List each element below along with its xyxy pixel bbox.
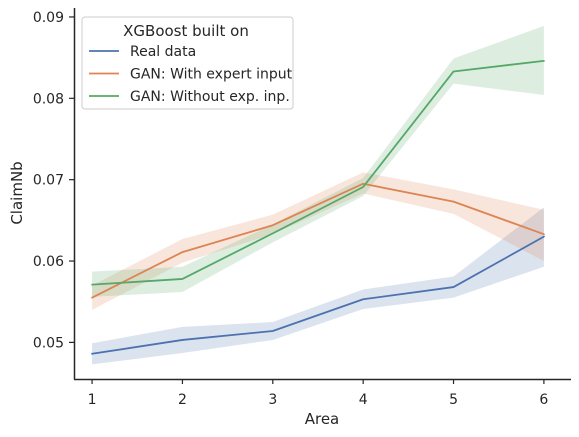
y-tick-label: 0.09 (33, 10, 64, 26)
legend-label: Real data (130, 44, 196, 60)
legend-label: GAN: With expert input (130, 67, 293, 83)
x-tick-label: 5 (449, 392, 458, 408)
series-line-1 (91, 235, 545, 355)
ci-band-series-3 (92, 25, 544, 297)
x-tick-label: 6 (539, 392, 548, 408)
ci-band-series-2 (92, 172, 544, 310)
y-axis-title: ClaimNb (8, 161, 26, 224)
x-axis-title: Area (305, 410, 340, 428)
legend-label: GAN: Without exp. inp. (130, 89, 290, 105)
y-tick-label: 0.08 (33, 91, 64, 107)
legend-title: XGBoost built on (123, 22, 249, 40)
y-tick-label: 0.07 (33, 173, 64, 189)
series-line-3 (91, 59, 545, 286)
series-line-2 (91, 182, 545, 299)
x-tick-label: 2 (178, 392, 187, 408)
confidence-bands (92, 25, 544, 365)
x-tick-label: 1 (88, 392, 97, 408)
y-tick-label: 0.05 (33, 335, 64, 351)
x-tick-labels: 1 2 3 4 5 6 (88, 379, 548, 408)
ci-band-series-1 (92, 207, 544, 365)
y-tick-label: 0.06 (33, 254, 64, 270)
y-tick-labels: 0.05 0.06 0.07 0.08 0.09 (33, 10, 74, 351)
x-tick-label: 3 (268, 392, 277, 408)
legend-frame (81, 16, 294, 110)
series-lines (91, 59, 545, 355)
legend-items: Real data GAN: With expert input GAN: With… (89, 44, 293, 105)
legend: XGBoost built on Real data GAN: With expe… (81, 16, 294, 110)
x-tick-label: 4 (359, 392, 368, 408)
